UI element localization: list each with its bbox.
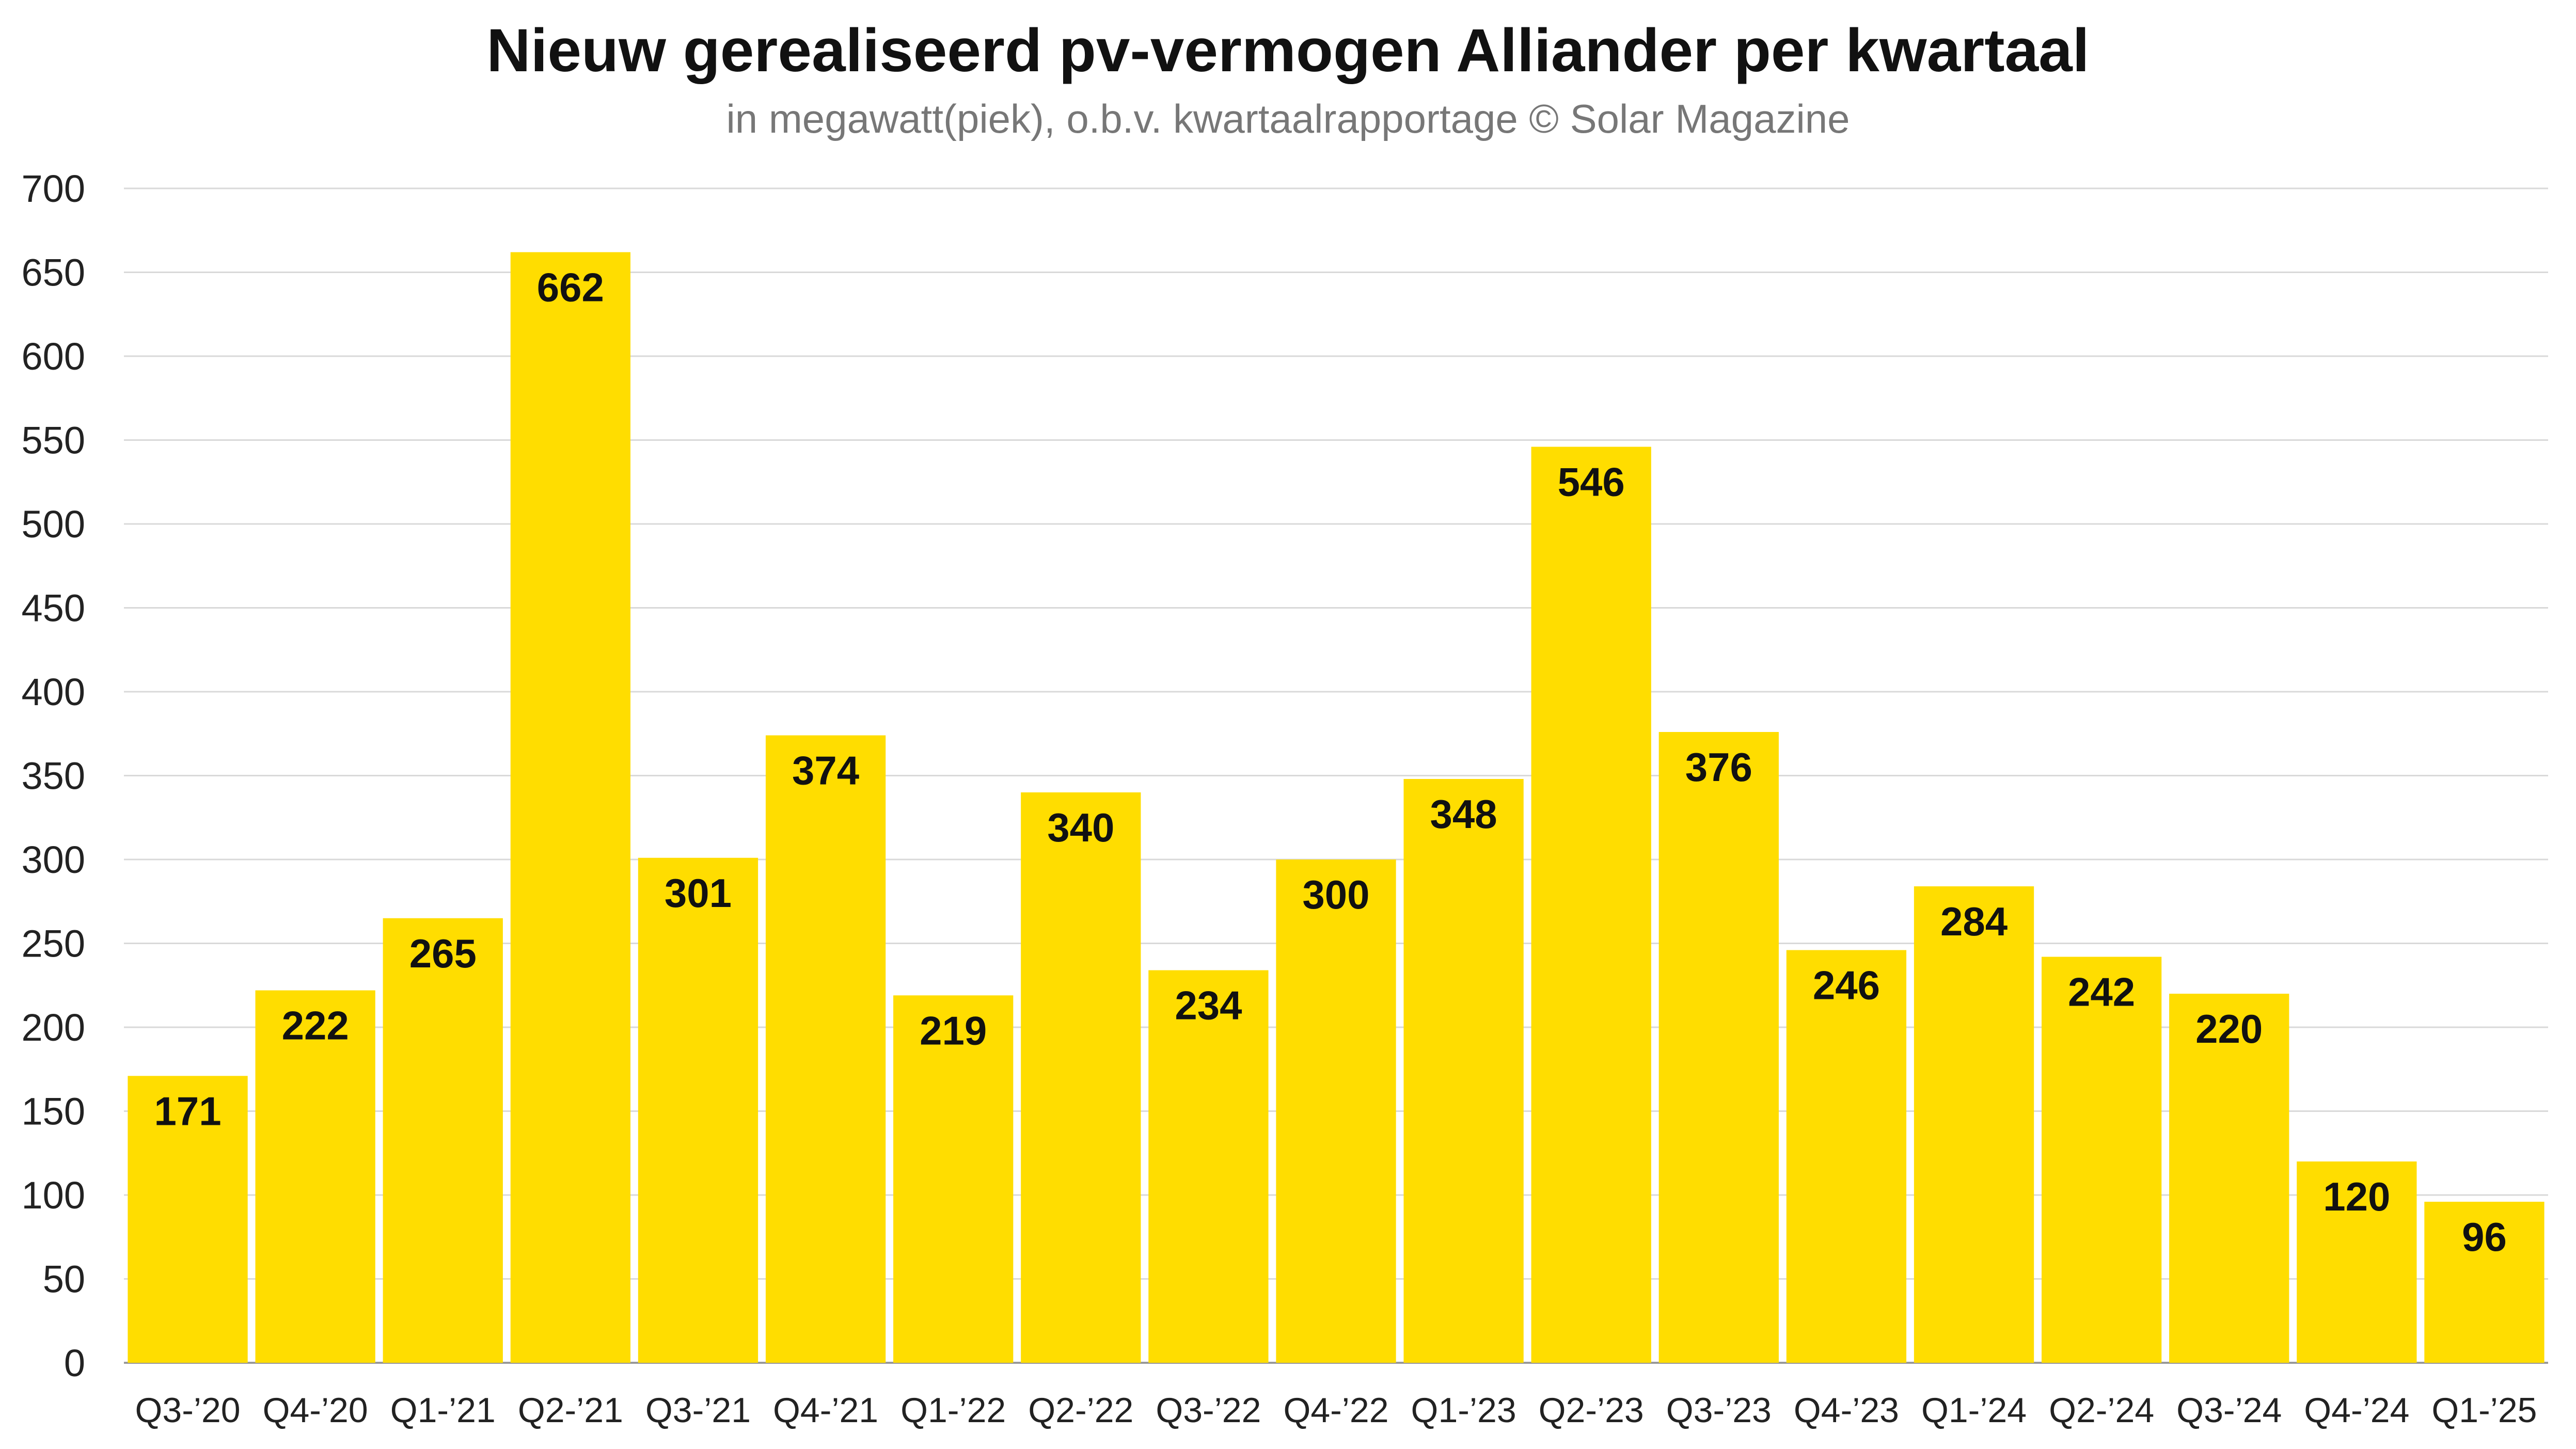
bar-value-label: 301 — [665, 870, 732, 916]
bar — [1021, 792, 1141, 1363]
bar — [2297, 1161, 2417, 1363]
bar-value-label: 284 — [1940, 899, 2008, 944]
bar-value-label: 234 — [1175, 983, 1242, 1028]
bar — [1658, 732, 1779, 1363]
y-tick-label: 600 — [22, 335, 85, 378]
bar — [2424, 1202, 2545, 1363]
y-tick-label: 250 — [22, 922, 85, 965]
y-tick-label: 450 — [22, 587, 85, 630]
bars — [128, 252, 2545, 1363]
y-tick-label: 300 — [22, 838, 85, 881]
bar-value-label: 300 — [1302, 872, 1369, 917]
bar — [638, 857, 758, 1363]
x-tick-label: Q3-’24 — [2176, 1391, 2282, 1430]
bar — [1786, 950, 1907, 1363]
bar — [1531, 447, 1651, 1363]
bar-value-label: 220 — [2195, 1006, 2263, 1052]
x-tick-label: Q1-’24 — [1921, 1391, 2027, 1430]
bar-value-label: 120 — [2323, 1174, 2390, 1219]
bar-value-label: 219 — [920, 1008, 987, 1053]
x-axis-tick-labels: Q3-’20 Q4-’20 Q1-’21 Q2-’21 Q3-’21 Q4-’21 Q1-’… — [135, 1391, 2537, 1430]
y-tick-label: 0 — [64, 1342, 85, 1384]
bar — [2041, 957, 2162, 1363]
chart-subtitle: in megawatt(piek), o.b.v. kwartaalrappor… — [726, 96, 1850, 141]
bar — [1276, 859, 1396, 1363]
x-tick-label: Q4-’21 — [773, 1391, 878, 1430]
y-tick-label: 400 — [22, 671, 85, 713]
x-tick-label: Q1-’21 — [390, 1391, 496, 1430]
value-labels: 171 222 265 662 301 374 219 340 234 300 348 546 376 2… — [154, 265, 2506, 1260]
bar — [510, 252, 631, 1363]
y-tick-label: 500 — [22, 503, 85, 546]
x-tick-label: Q3-’20 — [135, 1391, 240, 1430]
y-tick-label: 650 — [22, 251, 85, 294]
x-tick-label: Q4-’23 — [1794, 1391, 1899, 1430]
bar — [128, 1076, 248, 1363]
y-tick-label: 350 — [22, 755, 85, 798]
x-tick-label: Q2-’21 — [518, 1391, 623, 1430]
bar-value-label: 348 — [1430, 791, 1497, 837]
chart-title: Nieuw gerealiseerd pv-vermogen Alliander… — [486, 17, 2090, 85]
x-tick-label: Q1-’25 — [2431, 1391, 2537, 1430]
y-tick-label: 200 — [22, 1006, 85, 1049]
bar — [1914, 886, 2034, 1363]
x-tick-label: Q3-’21 — [645, 1391, 751, 1430]
bar-value-label: 546 — [1558, 459, 1625, 505]
bar — [1403, 779, 1524, 1363]
bar — [383, 918, 503, 1363]
bar-value-label: 265 — [409, 931, 477, 976]
x-tick-label: Q4-’24 — [2304, 1391, 2409, 1430]
x-tick-label: Q2-’23 — [1539, 1391, 1644, 1430]
x-tick-label: Q1-’22 — [900, 1391, 1006, 1430]
x-tick-label: Q3-’22 — [1156, 1391, 1261, 1430]
bar-value-label: 376 — [1685, 744, 1752, 790]
x-tick-label: Q4-’22 — [1283, 1391, 1388, 1430]
y-axis-tick-labels: 0 50 100 150 200 250 300 350 400 450 500 550 600 650 7… — [22, 167, 85, 1384]
bar-value-label: 242 — [2068, 969, 2135, 1015]
bar — [1148, 970, 1269, 1363]
x-tick-label: Q3-’23 — [1666, 1391, 1772, 1430]
x-tick-label: Q4-’20 — [263, 1391, 368, 1430]
x-tick-label: Q2-’24 — [2049, 1391, 2154, 1430]
bar-value-label: 171 — [154, 1088, 221, 1134]
y-tick-label: 150 — [22, 1090, 85, 1133]
bar-value-label: 374 — [792, 748, 859, 793]
bar-value-label: 662 — [537, 265, 604, 310]
y-tick-label: 700 — [22, 167, 85, 210]
y-tick-label: 550 — [22, 419, 85, 462]
bar-value-label: 340 — [1047, 805, 1114, 850]
bar — [255, 990, 375, 1363]
bar-value-label: 96 — [2462, 1214, 2507, 1260]
bar-value-label: 222 — [282, 1003, 349, 1048]
x-tick-label: Q1-’23 — [1411, 1391, 1516, 1430]
x-tick-label: Q2-’22 — [1028, 1391, 1133, 1430]
bar — [893, 995, 1014, 1363]
bar — [2169, 994, 2289, 1363]
y-tick-label: 100 — [22, 1174, 85, 1217]
bar — [765, 735, 886, 1363]
bar-value-label: 246 — [1813, 963, 1880, 1008]
y-tick-label: 50 — [43, 1258, 85, 1301]
